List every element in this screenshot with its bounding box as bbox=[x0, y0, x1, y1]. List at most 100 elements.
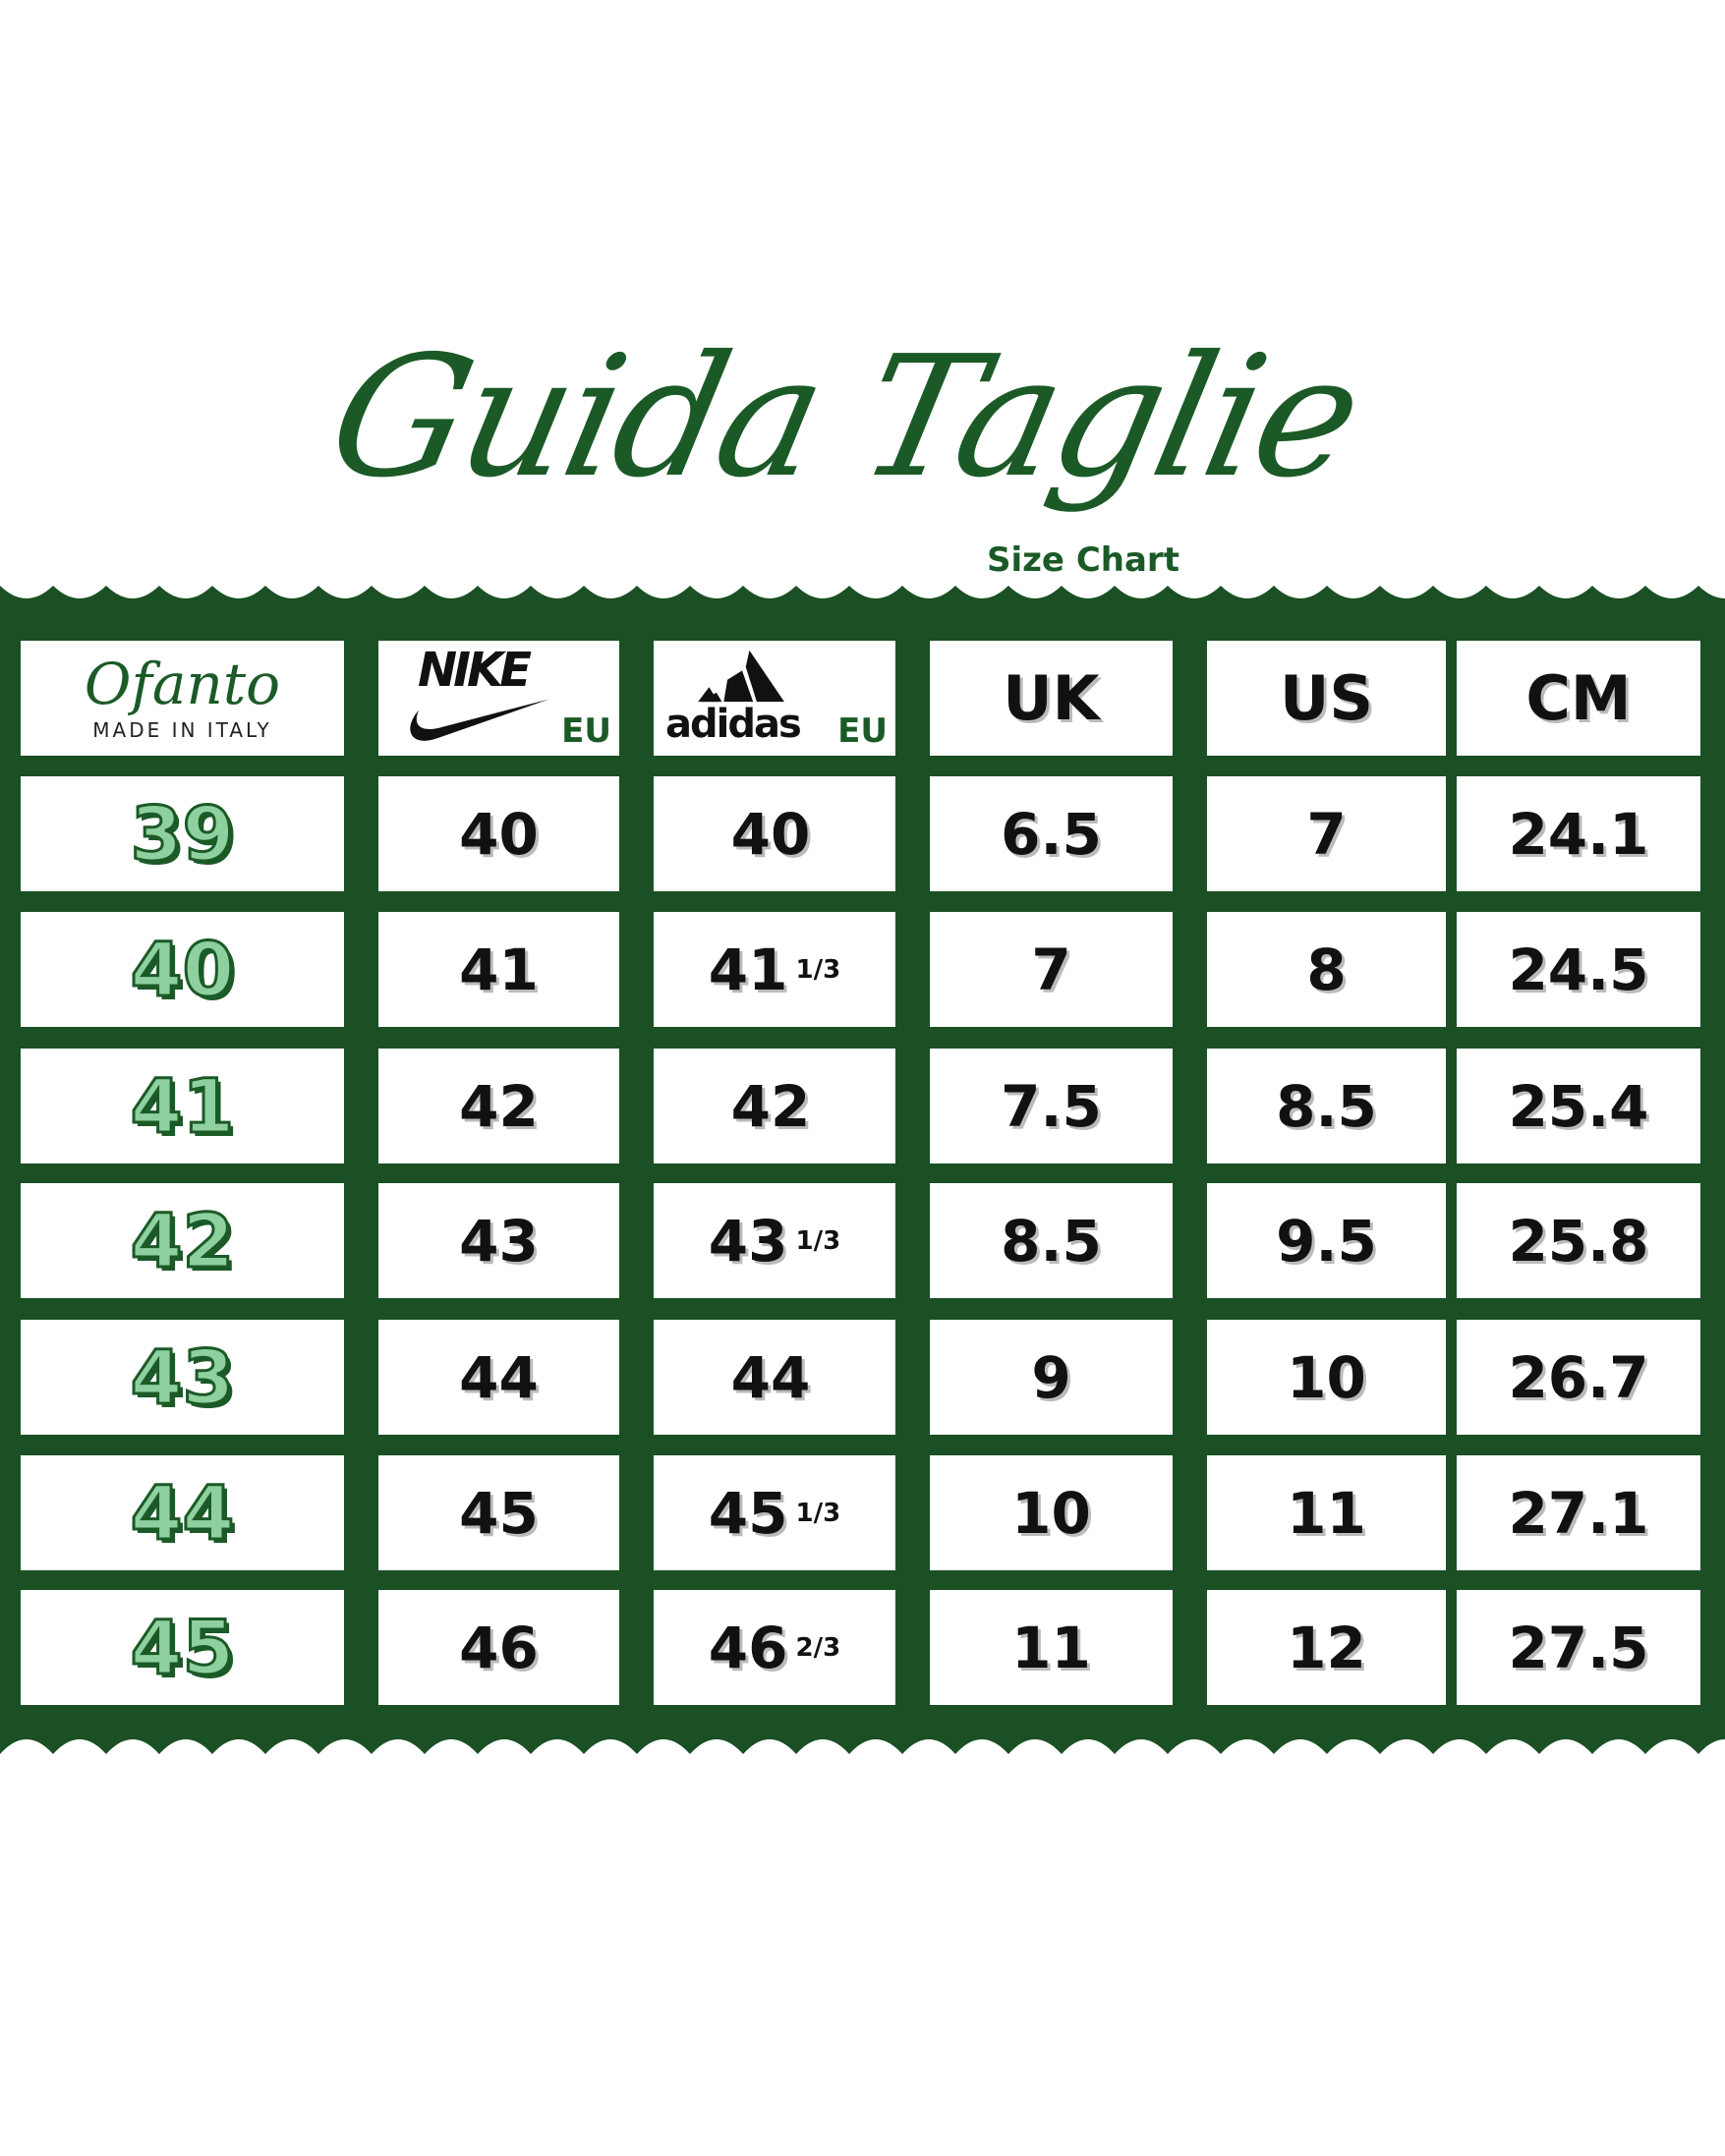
nike-swoosh-icon bbox=[410, 699, 549, 741]
header-uk: UK bbox=[930, 641, 1173, 756]
header-us-label: US bbox=[1280, 662, 1373, 734]
us-size: 8.5 bbox=[1276, 1072, 1377, 1140]
uk-size: 11 bbox=[1011, 1614, 1091, 1681]
table-cell-ofanto: 39 bbox=[21, 776, 344, 891]
scallop-top-border bbox=[0, 586, 1725, 611]
ofanto-size: 44 bbox=[129, 1468, 236, 1559]
table-cell-uk: 6.5 bbox=[930, 776, 1173, 891]
table-cell-nike: 45 bbox=[378, 1455, 619, 1570]
adidas-size-fraction: 1/3 bbox=[795, 1225, 841, 1256]
ofanto-size: 45 bbox=[129, 1603, 236, 1693]
ofanto-size: 42 bbox=[129, 1196, 236, 1286]
table-cell-uk: 11 bbox=[930, 1590, 1173, 1705]
scallop-bottom-border bbox=[0, 1725, 1725, 1754]
uk-size: 7.5 bbox=[1001, 1072, 1102, 1140]
cm-size: 25.8 bbox=[1508, 1207, 1649, 1275]
page-title: Guida Taglie bbox=[315, 320, 1374, 515]
table-cell-ofanto: 42 bbox=[21, 1183, 344, 1298]
table-cell-us: 8.5 bbox=[1207, 1049, 1446, 1163]
table-cell-adidas: 40 bbox=[654, 776, 895, 891]
table-cell-nike: 40 bbox=[378, 776, 619, 891]
table-cell-adidas: 41 1/3 bbox=[654, 912, 895, 1027]
table-cell-cm: 26.7 bbox=[1457, 1320, 1700, 1435]
nike-size: 40 bbox=[459, 800, 539, 868]
table-cell-cm: 27.1 bbox=[1457, 1455, 1700, 1570]
table-cell-cm: 27.5 bbox=[1457, 1590, 1700, 1705]
table-cell-us: 9.5 bbox=[1207, 1183, 1446, 1298]
adidas-size: 44 bbox=[730, 1343, 811, 1411]
cm-size: 26.7 bbox=[1508, 1343, 1649, 1411]
nike-eu-label: EU bbox=[561, 711, 611, 751]
cm-size: 24.5 bbox=[1508, 936, 1649, 1003]
header-uk-label: UK bbox=[1003, 662, 1100, 734]
table-cell-us: 10 bbox=[1207, 1320, 1446, 1435]
table-cell-uk: 10 bbox=[930, 1455, 1173, 1570]
us-size: 9.5 bbox=[1276, 1207, 1377, 1275]
table-cell-nike: 46 bbox=[378, 1590, 619, 1705]
adidas-size: 43 bbox=[708, 1207, 788, 1275]
table-cell-us: 12 bbox=[1207, 1590, 1446, 1705]
adidas-size: 45 bbox=[708, 1479, 788, 1547]
cm-size: 27.5 bbox=[1508, 1614, 1649, 1681]
uk-size: 9 bbox=[1031, 1343, 1071, 1411]
adidas-size-fraction: 1/3 bbox=[795, 954, 841, 985]
uk-size: 8.5 bbox=[1001, 1207, 1102, 1275]
adidas-stripes-icon bbox=[698, 650, 784, 703]
table-cell-nike: 42 bbox=[378, 1049, 619, 1163]
cm-size: 25.4 bbox=[1508, 1072, 1649, 1140]
adidas-logo: adidas bbox=[665, 702, 802, 747]
table-cell-adidas: 43 1/3 bbox=[654, 1183, 895, 1298]
adidas-size-fraction: 1/3 bbox=[795, 1498, 841, 1528]
table-cell-ofanto: 45 bbox=[21, 1590, 344, 1705]
table-cell-ofanto: 44 bbox=[21, 1455, 344, 1570]
table-cell-cm: 25.4 bbox=[1457, 1049, 1700, 1163]
header-ofanto: Ofanto MADE IN ITALY bbox=[21, 641, 344, 756]
table-cell-us: 11 bbox=[1207, 1455, 1446, 1570]
uk-size: 6.5 bbox=[1001, 800, 1102, 868]
cm-size: 24.1 bbox=[1508, 800, 1649, 868]
ofanto-tagline: MADE IN ITALY bbox=[92, 717, 272, 742]
table-cell-nike: 44 bbox=[378, 1320, 619, 1435]
us-size: 7 bbox=[1306, 800, 1347, 868]
header-cm-label: CM bbox=[1525, 662, 1632, 734]
nike-size: 45 bbox=[459, 1479, 539, 1547]
table-cell-cm: 25.8 bbox=[1457, 1183, 1700, 1298]
ofanto-size: 40 bbox=[129, 925, 236, 1015]
table-cell-us: 7 bbox=[1207, 776, 1446, 891]
adidas-size: 46 bbox=[708, 1614, 788, 1681]
table-cell-uk: 7 bbox=[930, 912, 1173, 1027]
table-cell-adidas: 46 2/3 bbox=[654, 1590, 895, 1705]
table-cell-ofanto: 40 bbox=[21, 912, 344, 1027]
header-adidas-eu: adidas EU bbox=[654, 641, 895, 756]
ofanto-size: 43 bbox=[129, 1333, 236, 1423]
adidas-size: 42 bbox=[730, 1072, 811, 1140]
table-cell-ofanto: 41 bbox=[21, 1049, 344, 1163]
table-cell-cm: 24.1 bbox=[1457, 776, 1700, 891]
table-cell-us: 8 bbox=[1207, 912, 1446, 1027]
adidas-eu-label: EU bbox=[837, 711, 888, 751]
adidas-size-fraction: 2/3 bbox=[795, 1632, 841, 1663]
adidas-size: 41 bbox=[708, 936, 788, 1003]
header-us: US bbox=[1207, 641, 1446, 756]
uk-size: 7 bbox=[1031, 936, 1071, 1003]
nike-size: 44 bbox=[459, 1343, 539, 1411]
table-cell-uk: 8.5 bbox=[930, 1183, 1173, 1298]
table-cell-cm: 24.5 bbox=[1457, 912, 1700, 1027]
us-size: 12 bbox=[1287, 1614, 1366, 1681]
nike-size: 41 bbox=[459, 936, 539, 1003]
ofanto-size: 41 bbox=[129, 1061, 236, 1152]
table-cell-nike: 43 bbox=[378, 1183, 619, 1298]
nike-size: 42 bbox=[459, 1072, 539, 1140]
uk-size: 10 bbox=[1011, 1479, 1091, 1547]
table-cell-uk: 9 bbox=[930, 1320, 1173, 1435]
table-cell-uk: 7.5 bbox=[930, 1049, 1173, 1163]
nike-logo: NIKE bbox=[418, 643, 532, 698]
nike-size: 43 bbox=[459, 1207, 539, 1275]
us-size: 11 bbox=[1287, 1479, 1366, 1547]
ofanto-size: 39 bbox=[129, 789, 236, 879]
page-subtitle: Size Chart bbox=[987, 540, 1179, 580]
table-cell-nike: 41 bbox=[378, 912, 619, 1027]
header-nike-eu: NIKE EU bbox=[378, 641, 619, 756]
table-cell-adidas: 45 1/3 bbox=[654, 1455, 895, 1570]
ofanto-logo: Ofanto bbox=[84, 650, 281, 717]
